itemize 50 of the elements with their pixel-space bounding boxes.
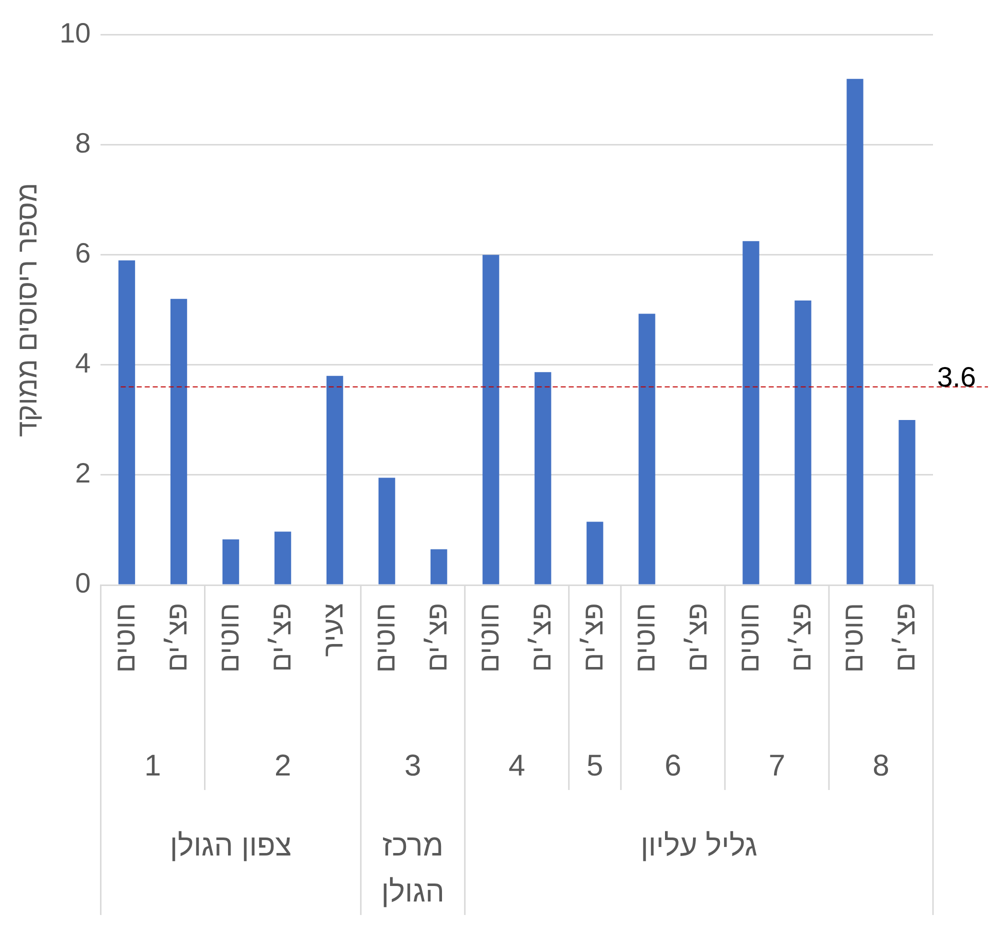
text: מרכז הגולן [381, 829, 444, 908]
bar [222, 539, 240, 584]
bar [170, 298, 188, 584]
x-tick-label: פצ׳ים [422, 603, 453, 672]
text: 3 [404, 749, 422, 782]
x-tick-label: פצ׳ים [890, 603, 921, 672]
text: גליל עליון [640, 829, 758, 862]
y-tick-label: 2 [75, 458, 91, 489]
x-tick-label: פצ׳ים [266, 603, 297, 672]
bar [794, 300, 812, 584]
x-tick-label: חוטים [734, 603, 765, 673]
y-axis-title: מספר ריסוסים ממוקד [12, 182, 43, 437]
x-tick-label: חוטים [838, 603, 869, 673]
ref-line-label: 3.6 [937, 362, 976, 393]
bar [482, 254, 500, 584]
y-tick-label: 8 [75, 128, 91, 159]
text: 7 [768, 749, 786, 782]
bar [846, 78, 864, 584]
x-tick-label: חוטים [370, 603, 401, 673]
text: 1 [144, 749, 162, 782]
text: 6 [664, 749, 682, 782]
x-tick-label: חוטים [630, 603, 661, 673]
y-tick-label: 6 [75, 238, 91, 269]
x-tick-label: פצ׳ים [161, 603, 192, 672]
text: 4 [508, 749, 526, 782]
text: 8 [872, 749, 890, 782]
x-tick-label: פצ׳ים [578, 603, 609, 672]
x-tick-label: חוטים [214, 603, 245, 673]
x-tick-label: פצ׳ים [526, 603, 557, 672]
x-tick-label: חוטים [474, 603, 505, 673]
x-tick-label: פצ׳ים [786, 603, 817, 672]
text: 2 [274, 749, 292, 782]
bar [586, 522, 604, 584]
x-tick-label: צעיר [318, 603, 349, 657]
bar [638, 314, 656, 584]
x-tick-label: חוטים [109, 603, 140, 673]
y-tick-label: 4 [75, 348, 91, 379]
bar [898, 420, 916, 584]
bar [534, 372, 552, 584]
bar [326, 376, 344, 584]
bar [118, 260, 136, 584]
bar [742, 241, 760, 584]
bar [378, 478, 396, 584]
y-tick-label: 10 [60, 18, 91, 49]
bar [430, 549, 448, 584]
text: צפון הגולן [170, 829, 292, 862]
text: 5 [586, 749, 604, 782]
y-tick-label: 0 [75, 568, 91, 599]
x-tick-label: פצ׳ים [682, 603, 713, 672]
bar [274, 532, 292, 584]
